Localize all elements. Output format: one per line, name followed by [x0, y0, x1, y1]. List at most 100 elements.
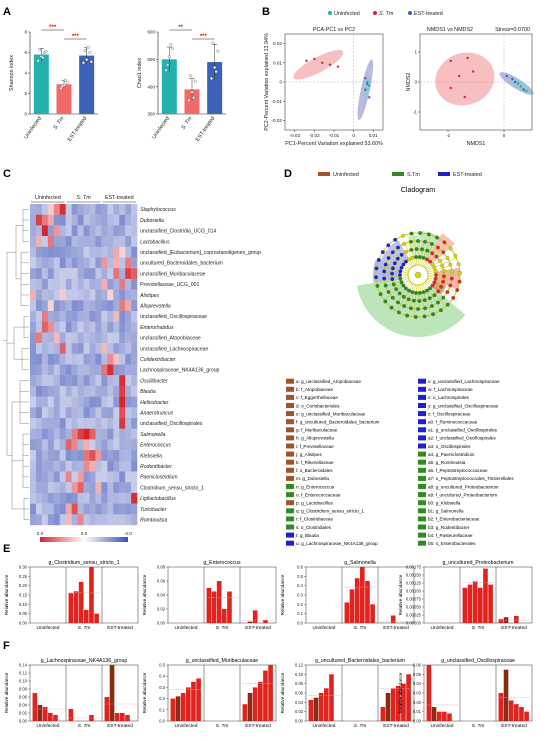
bar-y-tick-label: 0.00	[19, 719, 28, 724]
d-taxon-swatch	[418, 516, 426, 522]
c-heatmap-cell	[65, 514, 72, 526]
bar-sample	[401, 683, 406, 721]
d-taxon-swatch	[286, 394, 294, 400]
c-heatmap-cell	[101, 396, 108, 408]
a-y-axis-label: Shannon index	[9, 55, 15, 91]
d-taxon-swatch	[286, 459, 294, 465]
bar-y-tick-label: 0.15	[19, 593, 28, 598]
c-heatmap-cell	[101, 418, 108, 429]
bar-y-tick-label: 0.2	[159, 696, 165, 701]
c-heatmap-cell	[95, 343, 102, 354]
c-heatmap-cell	[131, 418, 138, 429]
a-sample-point	[187, 98, 191, 102]
c-heatmap-cell	[47, 332, 54, 344]
c-heatmap-cell	[107, 364, 114, 376]
d-taxon-swatch	[418, 484, 426, 489]
c-row-label: Enterorhabdus	[140, 325, 174, 331]
d-node	[432, 280, 437, 285]
panel-f-abundance-bars: g_Lachnospiraceae_NK4A136_group 0.00 0.02 0…	[4, 658, 533, 729]
c-heatmap-cell	[53, 257, 60, 269]
c-heatmap-cell	[77, 321, 84, 333]
d-taxon-label: j: g_Alistipes	[295, 452, 322, 457]
c-heatmap-cell	[35, 246, 43, 258]
d-taxon-label: a: g_unclassified_Atopobiaceae	[296, 379, 361, 384]
bar-y-tick-label: 0.3	[159, 685, 165, 690]
c-heatmap-cell	[107, 407, 114, 419]
d-legend-swatch	[438, 172, 450, 176]
c-heatmap-cell	[125, 503, 132, 515]
c-heatmap-cell	[125, 225, 132, 237]
d-node	[414, 255, 419, 260]
c-row-label: Prevotellaceae_UCG_001	[140, 282, 199, 288]
bar-sample	[308, 700, 314, 721]
c-heatmap-cell	[71, 300, 78, 312]
d-node	[448, 246, 453, 251]
a-bar	[161, 59, 177, 114]
c-heatmap-cell	[53, 246, 60, 258]
bar-sample	[462, 587, 468, 623]
d-node	[397, 310, 401, 315]
c-heatmap-cell	[41, 343, 49, 354]
bar-sample	[89, 567, 94, 623]
a-bar	[79, 55, 95, 114]
c-heatmap-cell	[59, 300, 66, 312]
d-node	[436, 300, 440, 305]
d-taxon-label: z: f_Oscillospiraceae	[428, 411, 471, 416]
d-node	[441, 269, 446, 273]
c-heatmap-cell	[119, 375, 126, 387]
c-heatmap-cell	[30, 439, 37, 451]
b-pca-point-stm	[321, 61, 324, 64]
b-nmds-ellipse-stm	[435, 52, 495, 106]
c-heatmap-cell	[30, 268, 37, 280]
c-heatmap-cell	[35, 428, 43, 440]
bar-sample	[247, 621, 253, 623]
c-heatmap-cell	[59, 204, 66, 215]
panel-letter-d: D	[284, 168, 292, 180]
c-heatmap-cell	[59, 268, 66, 280]
d-node	[401, 262, 406, 267]
d-node	[453, 254, 458, 258]
c-heatmap-cell	[89, 471, 96, 483]
d-node	[429, 242, 434, 246]
b-nmds-point-est	[522, 88, 525, 91]
c-heatmap-cell	[35, 460, 43, 472]
c-heatmap-cell	[35, 300, 43, 312]
bar-sample	[42, 707, 48, 721]
a-bar	[56, 84, 72, 114]
c-heatmap-cell	[41, 332, 49, 344]
bar-sample	[78, 581, 84, 623]
c-heatmap-cell	[95, 225, 102, 237]
d-node	[383, 299, 388, 304]
c-heatmap-cell	[95, 246, 102, 258]
d-taxon-label: k: f_Rikenellaceae	[296, 460, 334, 465]
c-heatmap-cell	[95, 204, 102, 215]
d-taxon-label: b1: g_Salmonella	[428, 509, 464, 514]
c-heatmap-cell	[71, 407, 78, 419]
bar-y-tick-label: 0.00000	[406, 621, 422, 626]
c-heatmap-cell	[71, 278, 78, 290]
c-heatmap-cell	[59, 439, 66, 451]
c-heatmap-cell	[71, 482, 78, 494]
d-node	[398, 276, 403, 281]
c-heatmap-cell	[65, 418, 72, 429]
panel-d-cladogram: Uninfected S.Tm EST-treated Cladogram a: g_u…	[286, 172, 514, 546]
c-heatmap-cell	[35, 492, 43, 504]
c-heatmap-cell	[77, 439, 84, 451]
b-legend-label: Uninfected	[334, 11, 360, 17]
c-heatmap-cell	[65, 482, 72, 494]
d-taxon-label: x: o_Lachnospirales	[428, 395, 470, 400]
c-row-label: unclassified_Atopobiaceae	[140, 336, 201, 342]
c-heatmap-cell	[89, 375, 96, 387]
c-heatmap-cell	[131, 343, 138, 354]
c-heatmap-cell	[95, 482, 102, 494]
d-branch	[387, 278, 409, 287]
bar-group-label: Uninfected	[175, 625, 198, 631]
c-heatmap-cell	[101, 311, 108, 322]
b-nmds-x-tick-label: -2	[446, 133, 451, 138]
d-branch	[418, 243, 420, 266]
c-heatmap-cell	[53, 311, 60, 322]
d-branch	[389, 259, 410, 271]
d-taxon-label: e: g_unclassified_Muribaculaceae	[296, 411, 366, 416]
d-node	[394, 287, 399, 292]
d-taxon-label: v: g_unclassified_Lachnospiraceae	[428, 379, 500, 384]
